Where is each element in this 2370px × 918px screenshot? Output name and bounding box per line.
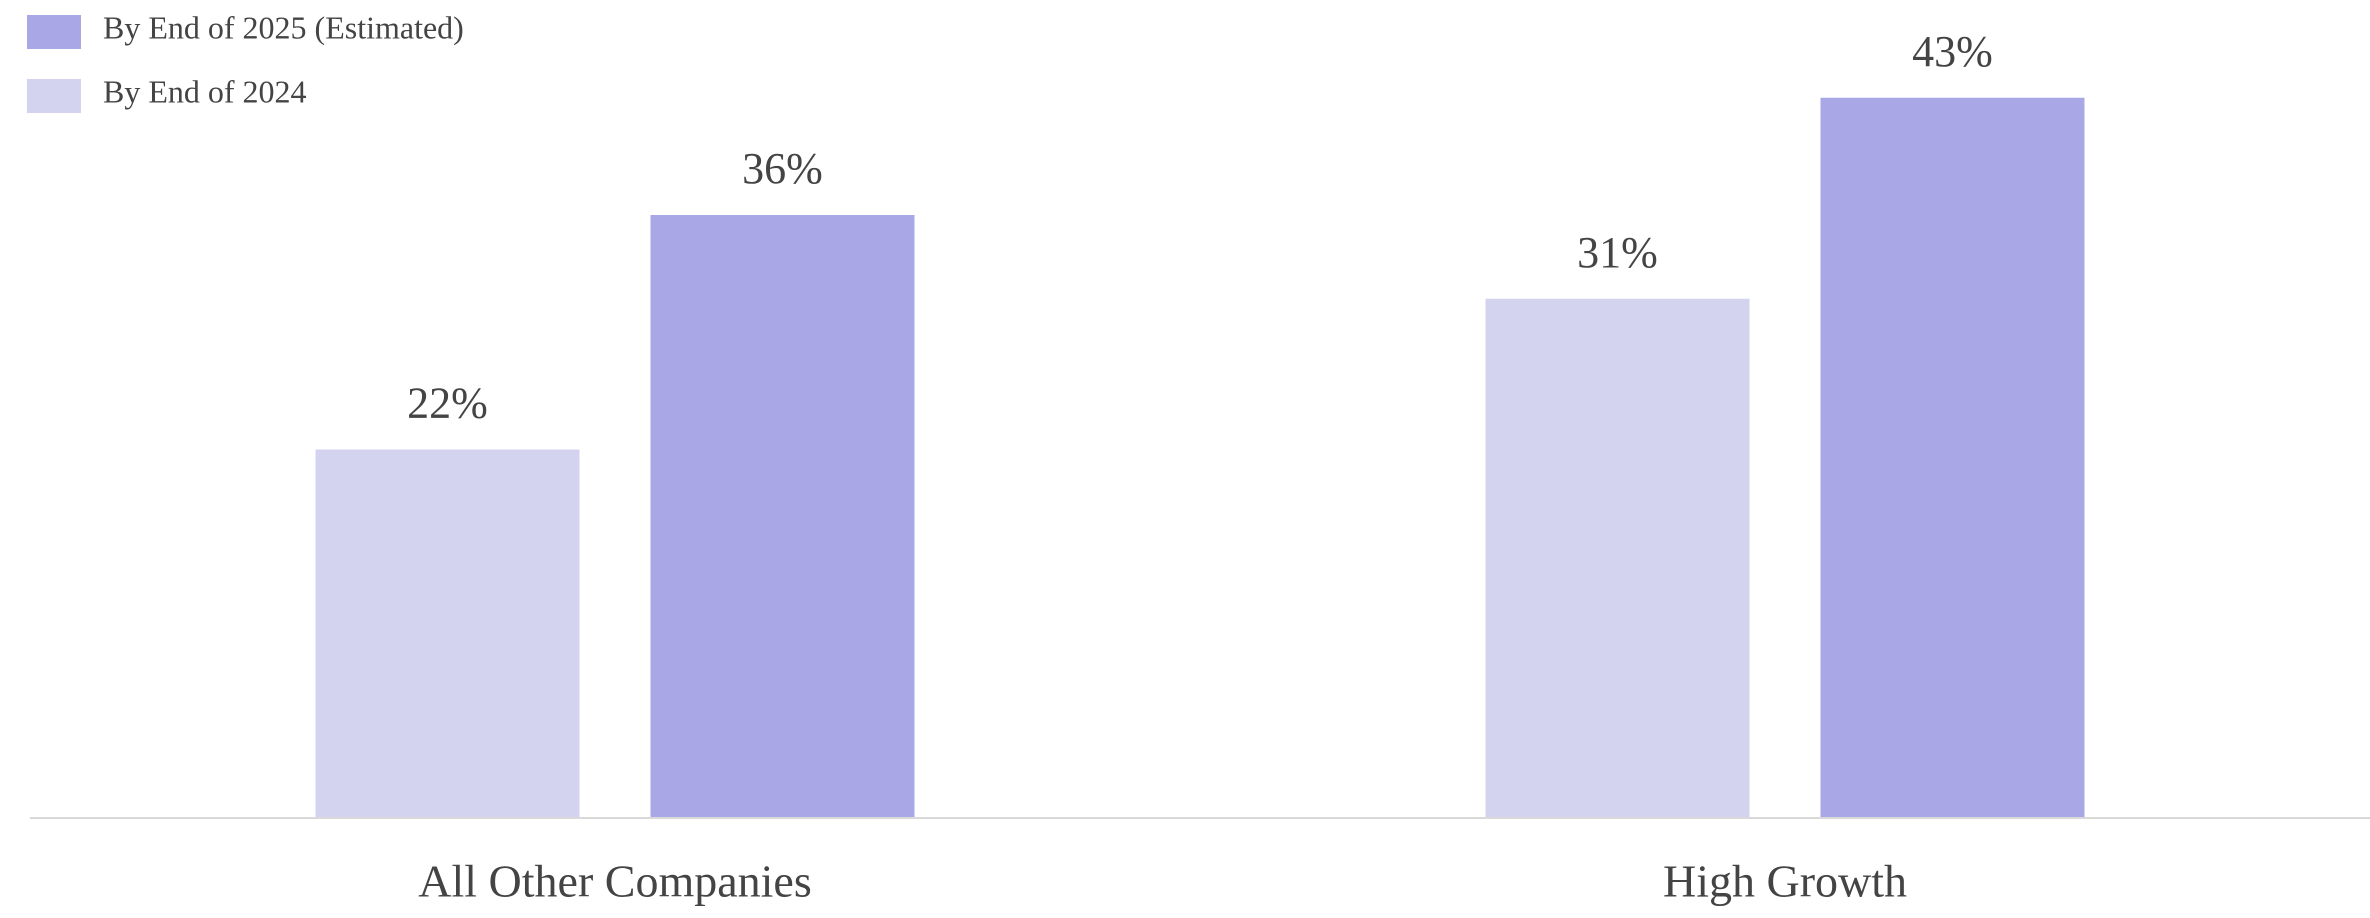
legend-label: By End of 2025 (Estimated) — [103, 9, 464, 45]
value-label: 43% — [1912, 27, 1993, 76]
value-label: 22% — [407, 379, 488, 428]
bar — [315, 449, 580, 818]
legend-swatch — [27, 79, 81, 113]
bar — [1485, 298, 1750, 818]
bar — [650, 215, 915, 818]
legend-swatch — [27, 15, 81, 49]
value-label: 31% — [1577, 228, 1658, 277]
value-label: 36% — [742, 144, 823, 193]
x-tick-label: High Growth — [1663, 856, 1907, 907]
x-tick-label: All Other Companies — [418, 856, 812, 907]
bar — [1820, 97, 2085, 818]
legend-label: By End of 2024 — [103, 73, 307, 109]
